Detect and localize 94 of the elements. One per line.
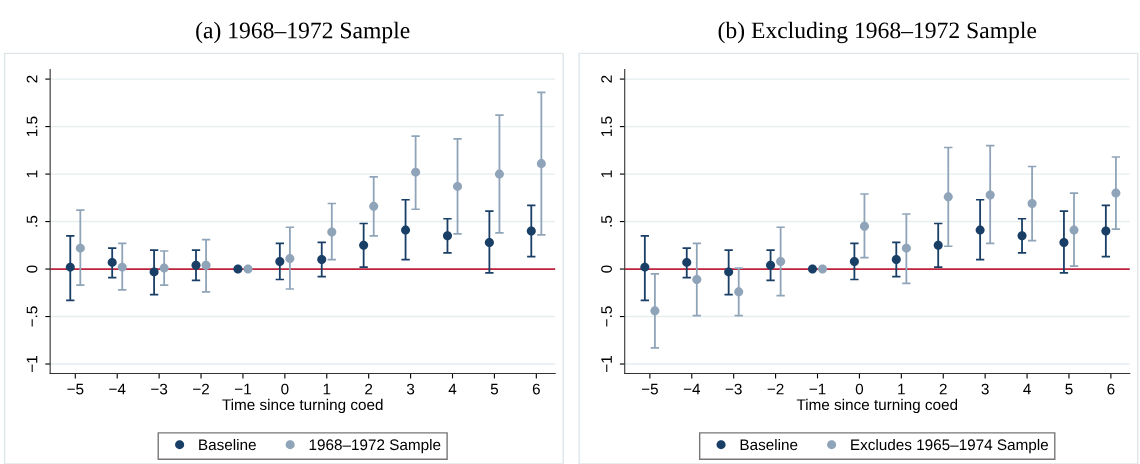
x-tick-label: 1 xyxy=(323,383,331,395)
point xyxy=(682,257,692,267)
y-tick-label: 1 xyxy=(26,170,38,178)
y-tick-label: −1 xyxy=(26,356,38,372)
x-tick-label: 3 xyxy=(406,383,415,395)
x-tick-label: −3 xyxy=(725,383,742,395)
x-tick-label: −1 xyxy=(809,383,826,395)
x-tick-label: 0 xyxy=(855,383,864,395)
point xyxy=(494,169,504,179)
x-tick-label: −2 xyxy=(767,383,784,395)
x-tick-label: 5 xyxy=(1065,383,1073,395)
x-tick-label: 0 xyxy=(281,383,289,395)
point xyxy=(75,243,85,253)
chart-title: (a) 1968–1972 Sample xyxy=(196,21,410,44)
point xyxy=(724,267,734,277)
point xyxy=(943,192,953,202)
y-tick-label: 2 xyxy=(601,75,612,83)
point xyxy=(285,254,295,264)
y-tick-label: 1 xyxy=(601,170,612,178)
point xyxy=(891,255,901,265)
point xyxy=(411,167,421,177)
y-tick-label: 2 xyxy=(26,75,38,83)
point xyxy=(766,260,776,270)
y-tick-label: −1 xyxy=(601,356,612,372)
point xyxy=(327,227,337,237)
x-tick-label: −5 xyxy=(641,383,658,395)
x-tick-label: 4 xyxy=(1023,383,1031,395)
point xyxy=(985,190,995,200)
x-tick-label: −4 xyxy=(683,383,701,395)
point xyxy=(536,159,546,169)
x-tick-label: −2 xyxy=(193,383,209,395)
point xyxy=(484,237,494,247)
y-tick-label: .5 xyxy=(601,215,612,227)
y-tick-label: .5 xyxy=(26,215,38,227)
point xyxy=(1069,225,1079,235)
legend-label: 1968–1972 Sample xyxy=(309,438,441,454)
point xyxy=(849,256,859,266)
point xyxy=(442,231,452,241)
point xyxy=(901,243,911,253)
point xyxy=(1111,188,1121,198)
point xyxy=(776,256,786,266)
x-tick-label: 5 xyxy=(490,383,499,395)
point xyxy=(359,240,369,250)
y-tick-label: −.5 xyxy=(601,306,612,327)
point xyxy=(317,255,327,265)
y-tick-label: 0 xyxy=(26,265,38,273)
point xyxy=(201,260,211,270)
x-tick-label: −1 xyxy=(234,383,251,395)
x-tick-label: 1 xyxy=(898,383,905,395)
x-tick-label: 3 xyxy=(981,383,989,395)
point xyxy=(453,181,463,191)
point xyxy=(369,201,379,211)
y-tick-label: 0 xyxy=(601,265,612,273)
point xyxy=(640,262,650,272)
point xyxy=(807,264,817,274)
point xyxy=(65,262,75,272)
legend-label: Excludes 1965–1974 Sample xyxy=(851,438,1049,454)
x-tick-label: −3 xyxy=(151,383,168,395)
point xyxy=(117,262,127,272)
point xyxy=(734,287,744,297)
point xyxy=(275,256,285,266)
x-tick-label: 6 xyxy=(532,383,540,395)
point xyxy=(1027,199,1037,209)
point xyxy=(1017,231,1027,241)
point xyxy=(975,225,985,235)
point xyxy=(243,264,253,274)
x-tick-label: 6 xyxy=(1107,383,1115,395)
chart-title: (b) Excluding 1968–1972 Sample xyxy=(718,21,1037,44)
point xyxy=(149,267,159,277)
point xyxy=(191,260,201,270)
y-tick-label: 1.5 xyxy=(601,116,612,137)
y-tick-label: 1.5 xyxy=(26,116,38,137)
point xyxy=(650,306,660,316)
x-tick-label: −5 xyxy=(67,383,84,395)
point xyxy=(1101,226,1111,236)
point xyxy=(1059,237,1069,247)
legend-label: Baseline xyxy=(199,438,256,451)
point xyxy=(859,221,869,231)
point xyxy=(401,225,411,235)
y-tick-label: −.5 xyxy=(26,306,38,327)
x-tick-label: −4 xyxy=(109,383,126,395)
x-tick-label: 4 xyxy=(448,383,457,395)
point xyxy=(233,264,243,274)
point xyxy=(107,257,117,267)
point xyxy=(933,240,943,250)
x-axis-title: Time since turning coed xyxy=(796,398,958,414)
point xyxy=(818,264,828,274)
x-tick-label: 2 xyxy=(365,383,373,395)
legend-label: Baseline xyxy=(740,438,798,451)
point xyxy=(692,274,702,285)
x-tick-label: 2 xyxy=(939,383,947,395)
point xyxy=(159,263,169,273)
point xyxy=(526,226,536,236)
x-axis-title: Time since turning coed xyxy=(222,398,383,414)
